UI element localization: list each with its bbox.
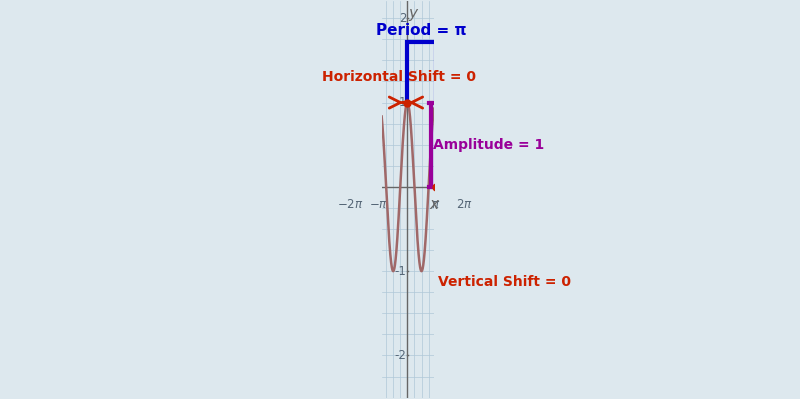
Text: Horizontal Shift = 0: Horizontal Shift = 0 [322, 70, 476, 84]
Point [430, 184, 442, 190]
Text: Period = π: Period = π [376, 23, 466, 38]
Text: $\pi$: $\pi$ [431, 198, 440, 211]
Text: $-2\pi$: $-2\pi$ [338, 198, 364, 211]
Text: -1: -1 [394, 265, 406, 278]
Text: $-\pi$: $-\pi$ [370, 198, 389, 211]
Text: y: y [408, 6, 417, 21]
Text: Amplitude = 1: Amplitude = 1 [433, 138, 544, 152]
Point [401, 99, 414, 106]
Text: x: x [429, 197, 438, 212]
Text: 2: 2 [399, 12, 406, 25]
Text: 1: 1 [399, 96, 406, 109]
Text: $2\pi$: $2\pi$ [456, 198, 472, 211]
Text: -2: -2 [394, 349, 406, 362]
Text: Vertical Shift = 0: Vertical Shift = 0 [438, 275, 571, 289]
